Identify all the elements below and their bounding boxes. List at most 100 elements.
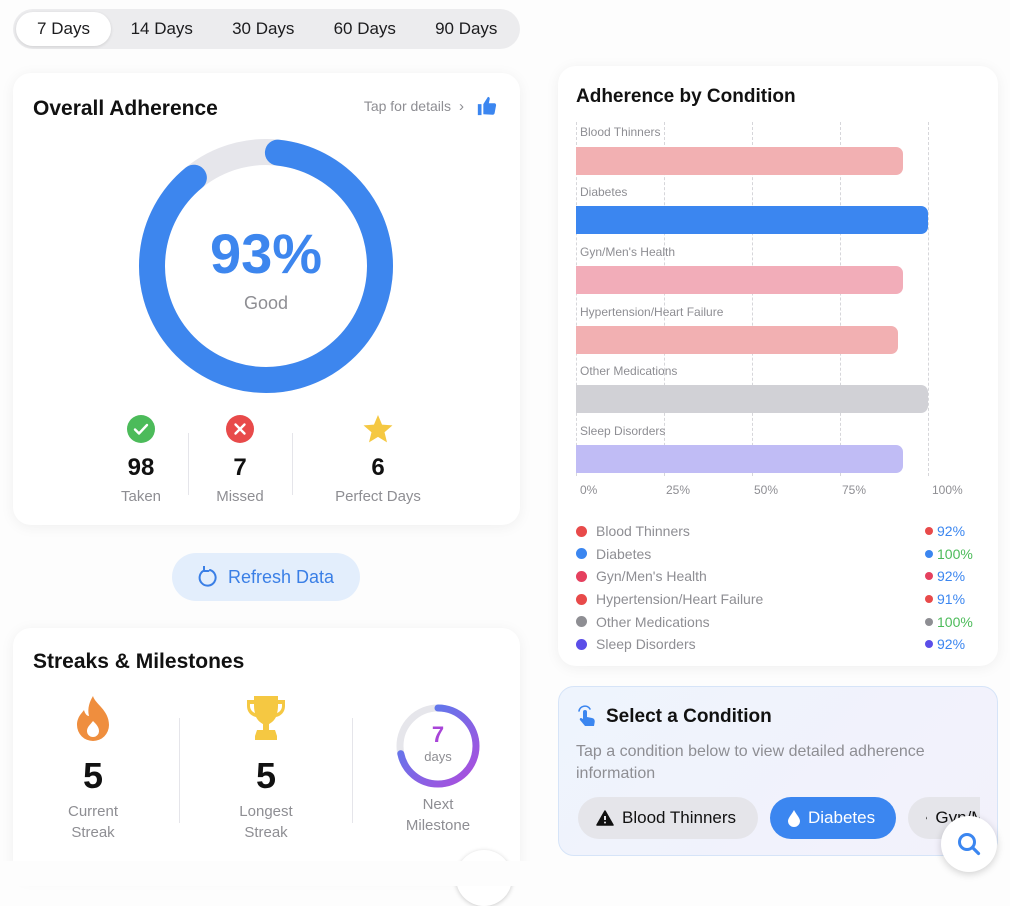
legend-name: Hypertension/Heart Failure (596, 591, 764, 608)
bar-label: Sleep Disorders (580, 424, 666, 438)
legend-value: 91% (925, 591, 965, 607)
range-option-14-days[interactable]: 14 Days (130, 19, 193, 38)
condition-chips: Blood Thinners Diabetes Gyn/Men's Health (578, 797, 980, 839)
legend-item[interactable]: Other Medications 100% (576, 610, 978, 633)
current-streak-value: 5 (82, 755, 104, 796)
legend-name: Diabetes (596, 545, 652, 562)
x-circle-icon (226, 415, 254, 443)
bar-label: Gyn/Men's Health (580, 245, 675, 259)
longest-streak-label: Longest Streak (239, 803, 293, 841)
gridline (928, 122, 929, 476)
range-selector: 7 Days 14 Days 30 Days 60 Days 90 Days (13, 9, 520, 49)
star-icon (363, 415, 393, 443)
chip-label: Diabetes (808, 808, 876, 827)
chip-label: Blood Thinners (622, 808, 737, 827)
legend-item[interactable]: Diabetes 100% (576, 543, 978, 566)
stat-perfect-days: 6 Perfect Days (311, 415, 445, 505)
legend-name: Gyn/Men's Health (596, 568, 707, 585)
range-option-30-days[interactable]: 30 Days (232, 19, 295, 38)
refresh-data-button[interactable]: Refresh Data (172, 553, 360, 601)
thumbs-up-icon (477, 96, 497, 116)
search-button[interactable] (941, 816, 997, 872)
milestone-ring: 7 days (394, 702, 482, 790)
card-title: Overall Adherence (33, 97, 218, 120)
legend-dot (576, 593, 587, 605)
taken-count: 98 (127, 454, 155, 481)
taken-label: Taken (120, 488, 162, 505)
missed-label: Missed (216, 488, 264, 505)
chevron-right-icon: › (459, 97, 464, 115)
legend-item[interactable]: Hypertension/Heart Failure 91% (576, 588, 978, 611)
bar-hypertension[interactable] (576, 326, 898, 354)
legend-value: 92% (925, 568, 965, 584)
legend-value: 100% (925, 614, 973, 630)
flame-icon (77, 696, 109, 741)
select-condition-title: Select a Condition (606, 706, 772, 727)
drop-icon (788, 809, 800, 827)
gridline (752, 122, 753, 476)
legend-value: 92% (925, 636, 965, 652)
check-circle-icon (127, 415, 155, 443)
divider (292, 433, 293, 495)
legend-dot (576, 638, 587, 650)
adherence-ring (139, 139, 393, 393)
legend-dot (576, 548, 587, 560)
trophy-icon (247, 696, 285, 740)
adherence-stats: 98 Taken 7 Missed 6 Perfect Days (93, 415, 433, 510)
bar-label: Hypertension/Heart Failure (580, 305, 724, 319)
current-streak: 5 Current Streak (23, 694, 163, 843)
person-icon (926, 816, 928, 820)
legend-dot (576, 570, 587, 582)
x-tick: 100% (932, 483, 963, 497)
bar-other-medications[interactable] (576, 385, 928, 413)
x-tick: 25% (666, 483, 691, 497)
overall-adherence-card[interactable]: Overall Adherence Tap for details › 93% … (13, 73, 520, 525)
divider (352, 718, 353, 823)
adherence-percent: 93% (209, 222, 323, 285)
divider (188, 433, 189, 495)
gridline (576, 122, 577, 476)
bar-sleep-disorders[interactable] (576, 445, 903, 473)
next-milestone: 7 days Next Milestone (368, 702, 508, 836)
range-option-90-days[interactable]: 90 Days (435, 19, 498, 38)
longest-streak: 5 Longest Streak (196, 694, 336, 843)
tap-for-details-link[interactable]: Tap for details › (364, 95, 498, 117)
search-icon (958, 833, 981, 856)
streaks-card: Streaks & Milestones 5 Current Streak 5 L… (13, 628, 520, 878)
legend-item[interactable]: Sleep Disorders 92% (576, 633, 978, 656)
bar-label: Diabetes (580, 185, 628, 199)
chip-diabetes[interactable]: Diabetes (770, 797, 896, 839)
perfect-days-count: 6 (371, 454, 385, 481)
tap-hand-icon (578, 705, 595, 726)
bar-gyn-mens-health[interactable] (576, 266, 903, 294)
milestone-progress-ring (396, 704, 480, 788)
x-tick: 0% (580, 483, 598, 497)
stat-missed: 7 Missed (200, 415, 280, 505)
legend-dot (576, 616, 587, 628)
bar-diabetes[interactable] (576, 206, 928, 234)
bar-label: Other Medications (580, 364, 678, 378)
range-option-60-days[interactable]: 60 Days (333, 19, 396, 38)
perfect-days-label: Perfect Days (335, 488, 421, 505)
milestone-unit: days (424, 749, 452, 764)
next-milestone-label: Next Milestone (405, 796, 471, 834)
gridline (664, 122, 665, 476)
x-tick: 50% (754, 483, 779, 497)
chart-legend: Blood Thinners 92% Diabetes 100% Gyn/Men… (576, 520, 978, 656)
bar-blood-thinners[interactable] (576, 147, 903, 175)
divider (179, 718, 180, 823)
legend-item[interactable]: Blood Thinners 92% (576, 520, 978, 543)
legend-item[interactable]: Gyn/Men's Health 92% (576, 565, 978, 588)
select-condition-description: Tap a condition below to view detailed a… (576, 743, 925, 782)
range-option-7-days[interactable]: 7 Days (16, 12, 111, 46)
details-link-label: Tap for details (363, 98, 451, 114)
legend-name: Other Medications (596, 613, 710, 630)
adherence-status: Good (243, 293, 289, 313)
bar-label: Blood Thinners (580, 125, 661, 139)
chip-blood-thinners[interactable]: Blood Thinners (578, 797, 758, 839)
condition-bar-chart: Blood Thinners Diabetes Gyn/Men's Health… (576, 122, 963, 502)
bottom-edge (0, 861, 545, 886)
gridline (840, 122, 841, 476)
refresh-icon (198, 566, 217, 587)
x-tick: 75% (842, 483, 867, 497)
